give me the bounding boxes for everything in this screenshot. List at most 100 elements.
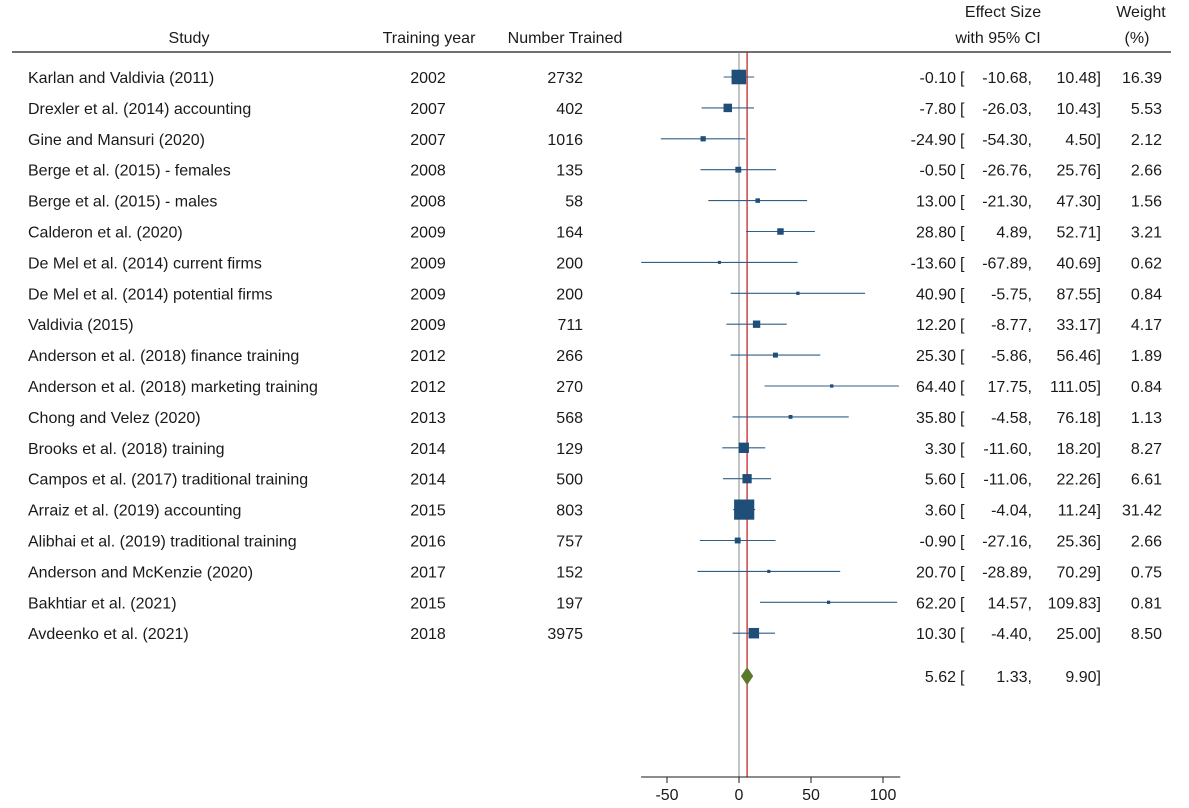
study-weight: 6.61 bbox=[1131, 472, 1162, 489]
study-ci-low: -5.75, bbox=[991, 286, 1032, 303]
study-label: De Mel et al. (2014) potential firms bbox=[28, 286, 273, 303]
study-year: 2002 bbox=[410, 70, 446, 87]
study-ci-low: -28.89, bbox=[982, 564, 1032, 581]
study-n: 2732 bbox=[547, 70, 583, 87]
study-weight: 4.17 bbox=[1131, 317, 1162, 334]
x-tick-label: -50 bbox=[655, 787, 678, 804]
study-weight: 0.62 bbox=[1131, 255, 1162, 272]
study-label: Alibhai et al. (2019) traditional traini… bbox=[28, 534, 297, 551]
study-ci-low: -26.03, bbox=[982, 101, 1032, 118]
study-ci-bracket: [ bbox=[960, 472, 965, 489]
header-weight-unit: (%) bbox=[1125, 30, 1150, 47]
effect-marker bbox=[731, 69, 747, 85]
study-ci-high: 25.36] bbox=[1057, 534, 1101, 551]
study-label: Karlan and Valdivia (2011) bbox=[28, 70, 214, 87]
study-year: 2014 bbox=[410, 472, 446, 489]
study-label: Avdeenko et al. (2021) bbox=[28, 626, 189, 643]
study-ci-low: -4.58, bbox=[991, 410, 1032, 427]
effect-marker bbox=[742, 474, 752, 484]
study-effect: 28.80 bbox=[916, 225, 956, 242]
study-ci-bracket: [ bbox=[960, 70, 965, 87]
study-ci-low: -11.60, bbox=[983, 441, 1032, 458]
study-effect: 10.30 bbox=[916, 626, 956, 643]
study-ci-bracket: [ bbox=[960, 255, 965, 272]
study-weight: 0.84 bbox=[1131, 286, 1162, 303]
study-n: 58 bbox=[565, 194, 583, 211]
study-n: 197 bbox=[556, 595, 583, 612]
study-rows: Karlan and Valdivia (2011) 2002 2732 -0.10[… bbox=[28, 70, 1162, 686]
study-ci-bracket: [ bbox=[960, 348, 965, 365]
study-n: 1016 bbox=[547, 132, 583, 149]
study-n: 711 bbox=[557, 317, 583, 334]
effect-marker bbox=[830, 384, 834, 388]
study-ci-bracket: [ bbox=[960, 503, 965, 520]
study-ci-bracket: [ bbox=[960, 317, 965, 334]
study-year: 2017 bbox=[410, 564, 446, 581]
study-effect: -0.90 bbox=[920, 534, 957, 551]
study-ci-low: 4.89, bbox=[996, 225, 1032, 242]
effect-marker bbox=[734, 499, 755, 520]
study-effect: 3.60 bbox=[925, 503, 956, 520]
effect-marker bbox=[700, 136, 706, 142]
header-training-year: Training year bbox=[383, 30, 476, 47]
study-ci-high: 47.30] bbox=[1057, 194, 1101, 211]
effect-marker bbox=[796, 291, 800, 295]
study-effect: 40.90 bbox=[916, 286, 956, 303]
study-ci-bracket: [ bbox=[960, 101, 965, 118]
study-effect: 5.60 bbox=[925, 472, 956, 489]
study-ci-bracket: [ bbox=[960, 595, 965, 612]
study-weight: 31.42 bbox=[1122, 503, 1162, 520]
study-effect: -0.50 bbox=[920, 163, 957, 180]
effect-marker bbox=[767, 569, 771, 573]
study-n: 803 bbox=[556, 503, 583, 520]
overall-diamond bbox=[740, 667, 754, 686]
study-ci-low: -4.04, bbox=[991, 503, 1032, 520]
study-year: 2015 bbox=[410, 503, 446, 520]
plot-area bbox=[641, 52, 899, 777]
study-year: 2008 bbox=[410, 194, 446, 211]
study-ci-high: 10.43] bbox=[1057, 101, 1101, 118]
x-tick-label: 100 bbox=[870, 787, 897, 804]
study-weight: 1.56 bbox=[1131, 194, 1162, 211]
header-number-trained: Number Trained bbox=[508, 30, 623, 47]
study-weight: 1.13 bbox=[1131, 410, 1162, 427]
study-weight: 16.39 bbox=[1122, 70, 1162, 87]
study-effect: 35.80 bbox=[916, 410, 956, 427]
study-weight: 3.21 bbox=[1131, 225, 1162, 242]
study-label: Valdivia (2015) bbox=[28, 317, 134, 334]
study-label: Drexler et al. (2014) accounting bbox=[28, 101, 251, 118]
header-study: Study bbox=[169, 30, 210, 47]
study-label: Berge et al. (2015) - males bbox=[28, 194, 217, 211]
effect-marker bbox=[772, 352, 778, 358]
study-year: 2012 bbox=[410, 348, 446, 365]
study-weight: 5.53 bbox=[1131, 101, 1162, 118]
study-ci-low: -10.68, bbox=[982, 70, 1032, 87]
study-n: 129 bbox=[556, 441, 583, 458]
study-ci-high: 109.83] bbox=[1048, 595, 1101, 612]
study-weight: 0.84 bbox=[1131, 379, 1162, 396]
study-year: 2018 bbox=[410, 626, 446, 643]
study-ci-low: -8.77, bbox=[991, 317, 1032, 334]
study-n: 135 bbox=[556, 163, 583, 180]
x-tick-label: 0 bbox=[735, 787, 744, 804]
study-ci-bracket: [ bbox=[960, 163, 965, 180]
study-weight: 8.27 bbox=[1131, 441, 1162, 458]
study-ci-high: 25.76] bbox=[1057, 163, 1101, 180]
header-effect-size: Effect Size bbox=[965, 4, 1041, 21]
study-label: De Mel et al. (2014) current firms bbox=[28, 255, 262, 272]
study-n: 200 bbox=[556, 255, 583, 272]
study-weight: 0.75 bbox=[1131, 564, 1162, 581]
study-year: 2012 bbox=[410, 379, 446, 396]
study-ci-high: 10.48] bbox=[1057, 70, 1101, 87]
study-label: Chong and Velez (2020) bbox=[28, 410, 201, 427]
study-n: 164 bbox=[556, 225, 583, 242]
study-effect: 20.70 bbox=[916, 564, 956, 581]
study-ci-bracket: [ bbox=[960, 564, 965, 581]
study-effect: 12.20 bbox=[916, 317, 956, 334]
study-ci-high: 52.71] bbox=[1057, 225, 1101, 242]
study-ci-low: -67.89, bbox=[982, 255, 1032, 272]
x-axis: -50 0 50 100 bbox=[641, 776, 901, 804]
effect-marker bbox=[738, 442, 749, 453]
study-effect: -24.90 bbox=[911, 132, 956, 149]
study-effect: 62.20 bbox=[916, 595, 956, 612]
